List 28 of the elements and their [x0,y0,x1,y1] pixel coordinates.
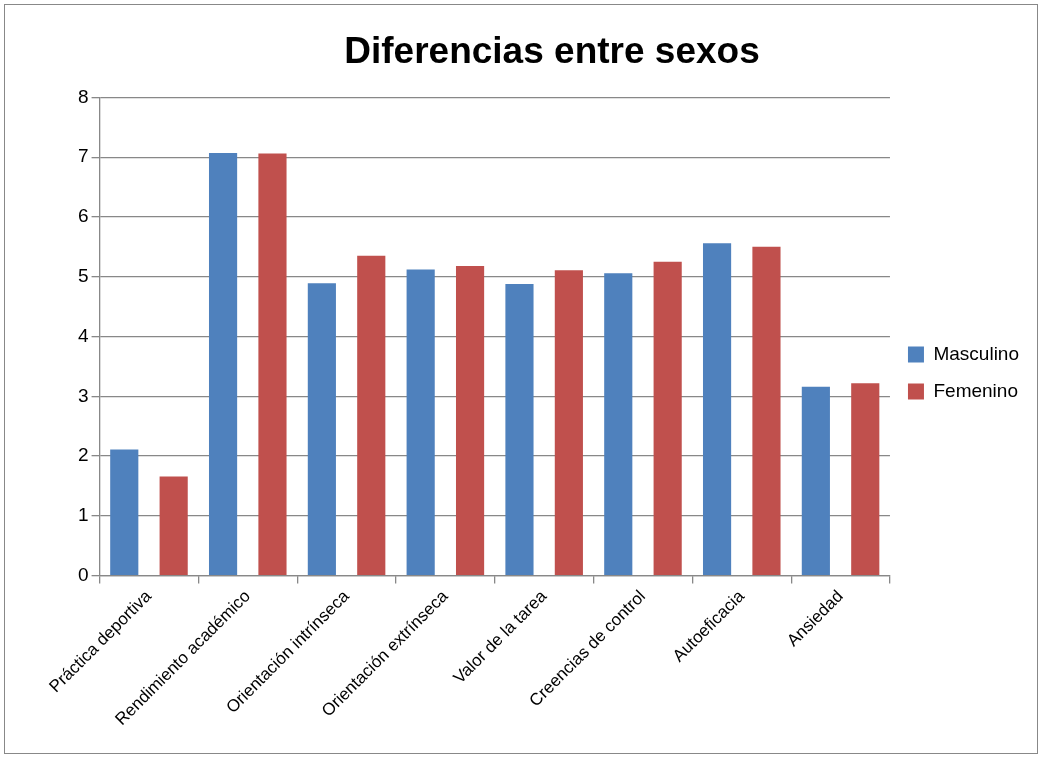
y-tick-label: 3 [77,384,89,406]
bar [258,153,287,575]
bar [455,265,485,575]
y-tick-label: 4 [77,324,89,346]
y-tick-label: 6 [77,205,89,227]
bar [110,449,139,575]
y-tick-label: 0 [77,563,89,585]
y-tick-label: 1 [77,504,89,526]
y-tick-label: 7 [77,145,89,167]
bar [604,273,633,575]
bar [406,269,435,575]
bar [554,270,583,575]
bar [208,152,238,575]
bar [653,261,682,575]
chart-title: Diferencias entre sexos [344,30,760,72]
legend-label: Femenino [933,379,1018,401]
bar [307,283,336,575]
bar [159,476,188,575]
bar [505,283,534,575]
y-tick-label: 5 [77,264,89,286]
bar [801,386,830,575]
y-tick-label: 2 [77,444,89,466]
bar [752,246,781,575]
bar [851,383,880,575]
bar [702,243,732,575]
legend-label: Masculino [933,342,1020,364]
bar [357,255,386,575]
y-tick-label: 8 [77,85,89,107]
